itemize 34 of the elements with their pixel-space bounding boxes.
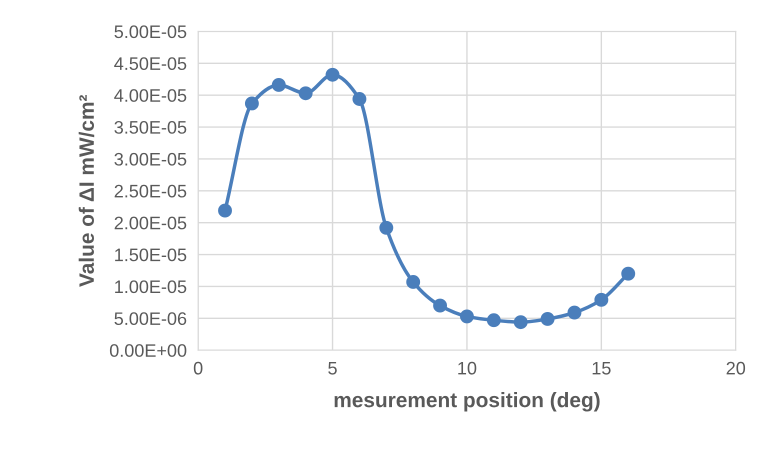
point: [540, 312, 555, 326]
y-tick-label: 4.50E-05: [114, 57, 186, 70]
point: [244, 96, 259, 110]
point: [298, 86, 313, 100]
point: [352, 92, 366, 106]
point: [406, 275, 420, 289]
point: [514, 315, 528, 330]
x-tick-label: 20: [726, 362, 746, 375]
y-tick-label: 1.50E-05: [115, 248, 186, 262]
y-tick-label: 3.50E-05: [114, 120, 186, 134]
y-tick-label: 1.00E-05: [115, 280, 186, 294]
y-tick-label: 5.00E-06: [114, 312, 186, 326]
y-tick-label: 4.00E-05: [114, 89, 186, 102]
point: [568, 306, 582, 320]
x-tick-label: 5: [328, 362, 337, 375]
y-tick-label: 2.50E-05: [114, 184, 186, 198]
point: [486, 313, 501, 328]
point: [433, 298, 448, 313]
point: [218, 204, 232, 218]
y-tick-label: 5.00E-05: [114, 25, 186, 38]
point: [460, 309, 474, 324]
x-tick-label: 15: [592, 362, 611, 375]
y-tick-label: 3.00E-05: [114, 152, 186, 166]
point: [621, 266, 636, 281]
point: [594, 292, 608, 307]
x-tick-label: 10: [458, 362, 476, 375]
y-tick-label: 0.00E+00: [110, 344, 186, 357]
y-axis-title: Value of ΔI mW/cm²: [78, 95, 94, 287]
x-axis-title: mesurement position (deg): [334, 392, 600, 412]
point: [379, 220, 394, 235]
point: [272, 78, 286, 92]
point: [326, 68, 340, 82]
y-tick-label: 2.00E-05: [114, 216, 186, 230]
x-tick-label: 0: [194, 362, 202, 375]
